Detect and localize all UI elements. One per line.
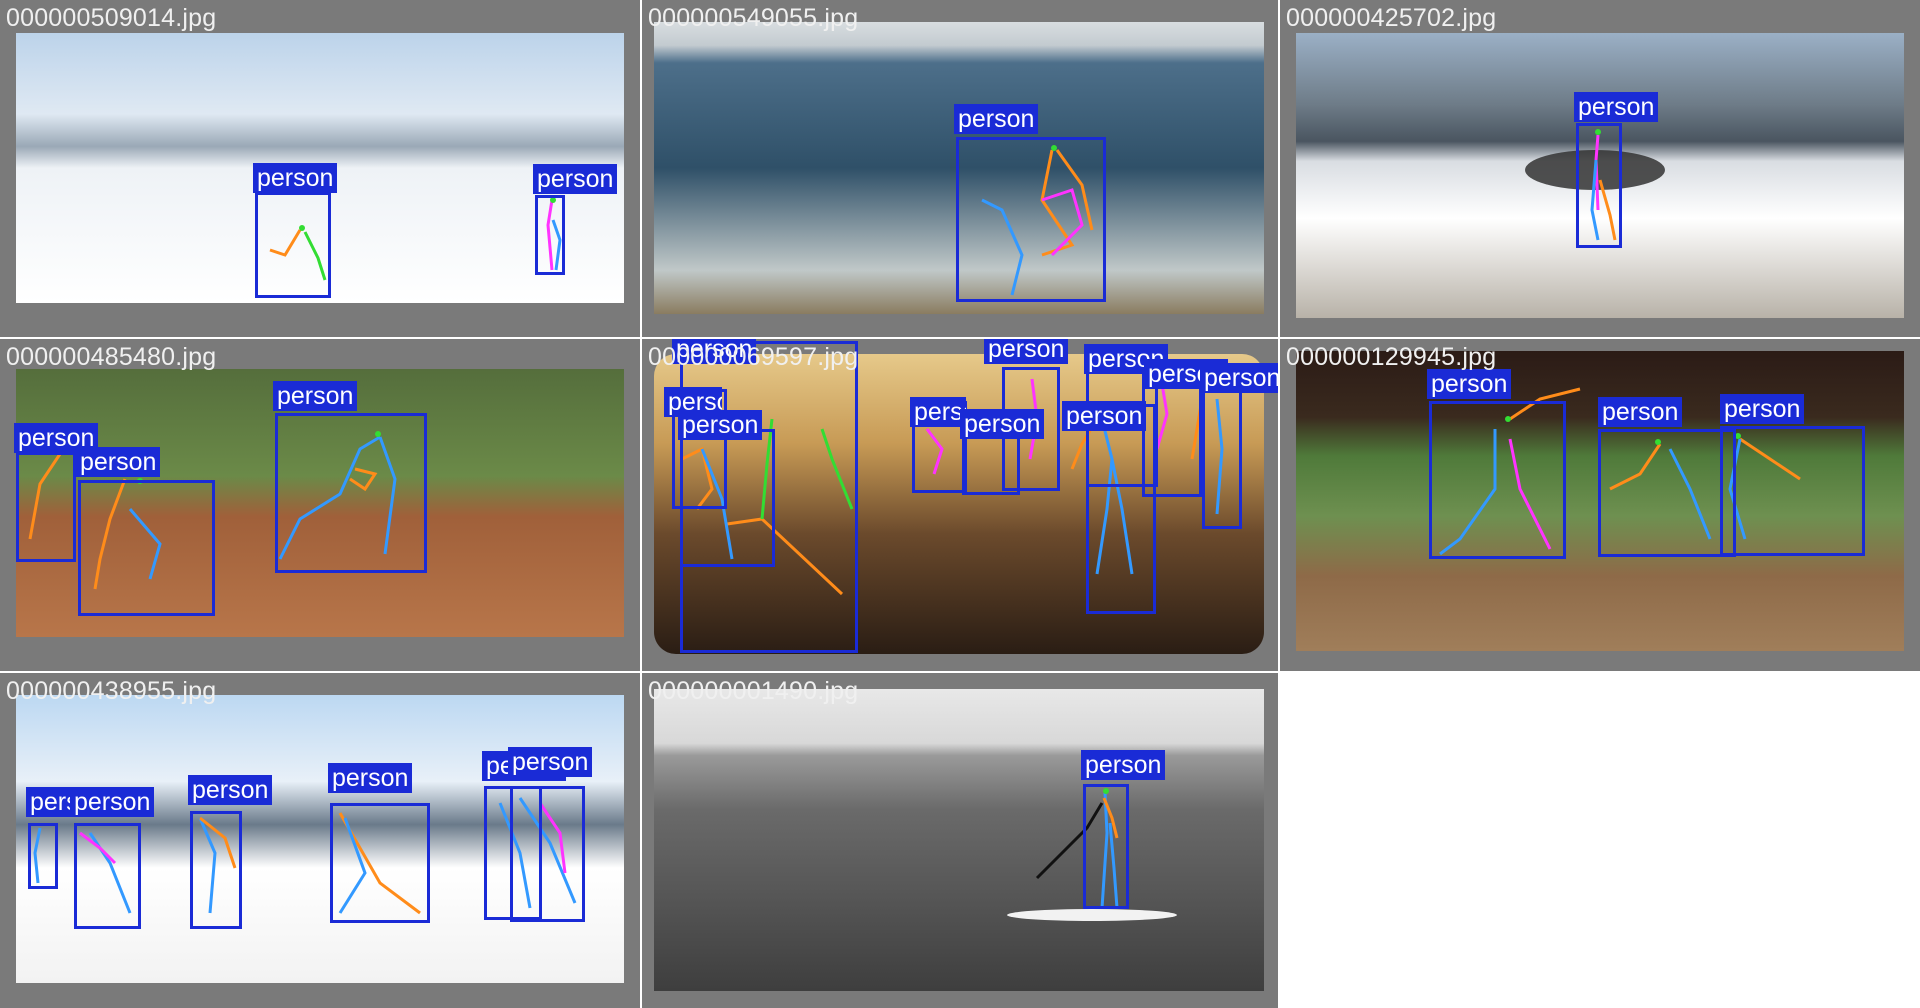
image-tile-4: 000000485480.jpg person person person bbox=[0, 339, 640, 671]
image-tile-8: 000000001490.jpg person bbox=[642, 673, 1278, 1008]
person-label: person bbox=[1598, 397, 1683, 427]
person-box bbox=[74, 823, 141, 929]
person-box bbox=[275, 413, 427, 573]
person-label: person bbox=[188, 775, 273, 805]
photo-surfer bbox=[654, 22, 1264, 314]
pose-skeleton bbox=[269, 197, 562, 281]
image-tile-2: 000000549055.jpg person bbox=[642, 0, 1278, 337]
image-tile-6: 000000129945.jpg person person person bbox=[1280, 339, 1920, 671]
person-box bbox=[255, 192, 331, 298]
person-label: person bbox=[1200, 363, 1278, 393]
person-box bbox=[510, 786, 585, 922]
person-box bbox=[1720, 426, 1865, 556]
pose-skeleton bbox=[1007, 788, 1177, 921]
person-label: person bbox=[1427, 369, 1512, 399]
person-box bbox=[1202, 379, 1242, 529]
pose-skeleton bbox=[1525, 129, 1665, 241]
person-label: person bbox=[1720, 394, 1805, 424]
person-label: person bbox=[1574, 92, 1659, 122]
pose-skeleton bbox=[33, 797, 577, 915]
person-box bbox=[78, 480, 215, 616]
photo-paddleboard bbox=[654, 689, 1264, 991]
image-tile-7: 000000438955.jpg person person person pe… bbox=[0, 673, 640, 1008]
person-box bbox=[956, 137, 1106, 302]
person-label: person bbox=[1062, 401, 1147, 431]
filename-label: 000000549055.jpg bbox=[648, 4, 859, 32]
person-box bbox=[535, 195, 565, 275]
person-label: person bbox=[76, 447, 161, 477]
person-label: person bbox=[1081, 750, 1166, 780]
person-box bbox=[680, 429, 775, 567]
filename-label: 000000425702.jpg bbox=[1286, 4, 1497, 32]
person-label: person bbox=[984, 339, 1069, 364]
person-label: person bbox=[273, 381, 358, 411]
pose-skeleton bbox=[981, 145, 1094, 296]
image-tile-5: 000000069597.jpg person person person pe… bbox=[642, 339, 1278, 671]
person-label: person bbox=[910, 397, 966, 427]
pose-skeleton bbox=[681, 378, 1224, 596]
photo-ski-race bbox=[16, 695, 624, 983]
person-label: person bbox=[508, 747, 593, 777]
person-box bbox=[330, 803, 430, 923]
person-label: person bbox=[70, 787, 155, 817]
person-box bbox=[16, 452, 76, 562]
person-box bbox=[1598, 429, 1736, 557]
person-box bbox=[190, 811, 242, 929]
filename-label: 000000438955.jpg bbox=[6, 677, 217, 705]
person-label: person bbox=[533, 164, 618, 194]
filename-label: 000000129945.jpg bbox=[1286, 343, 1497, 371]
image-tile-1: 000000509014.jpg person person bbox=[0, 0, 640, 337]
person-box bbox=[1576, 123, 1622, 248]
filename-label: 000000069597.jpg bbox=[648, 343, 859, 371]
filename-label: 000000509014.jpg bbox=[6, 4, 217, 32]
person-box bbox=[28, 823, 58, 889]
person-label: person bbox=[253, 163, 338, 193]
person-label: person bbox=[672, 339, 757, 364]
image-tile-3: 000000425702.jpg person bbox=[1280, 0, 1920, 337]
person-label: person bbox=[954, 104, 1039, 134]
pose-skeleton bbox=[1439, 387, 1801, 556]
person-box bbox=[1083, 784, 1129, 909]
person-box bbox=[1429, 401, 1566, 559]
filename-label: 000000485480.jpg bbox=[6, 343, 217, 371]
person-label: person bbox=[328, 763, 413, 793]
filename-label: 000000001490.jpg bbox=[648, 677, 859, 705]
person-label: person bbox=[960, 409, 1045, 439]
person-label: person bbox=[678, 410, 763, 440]
